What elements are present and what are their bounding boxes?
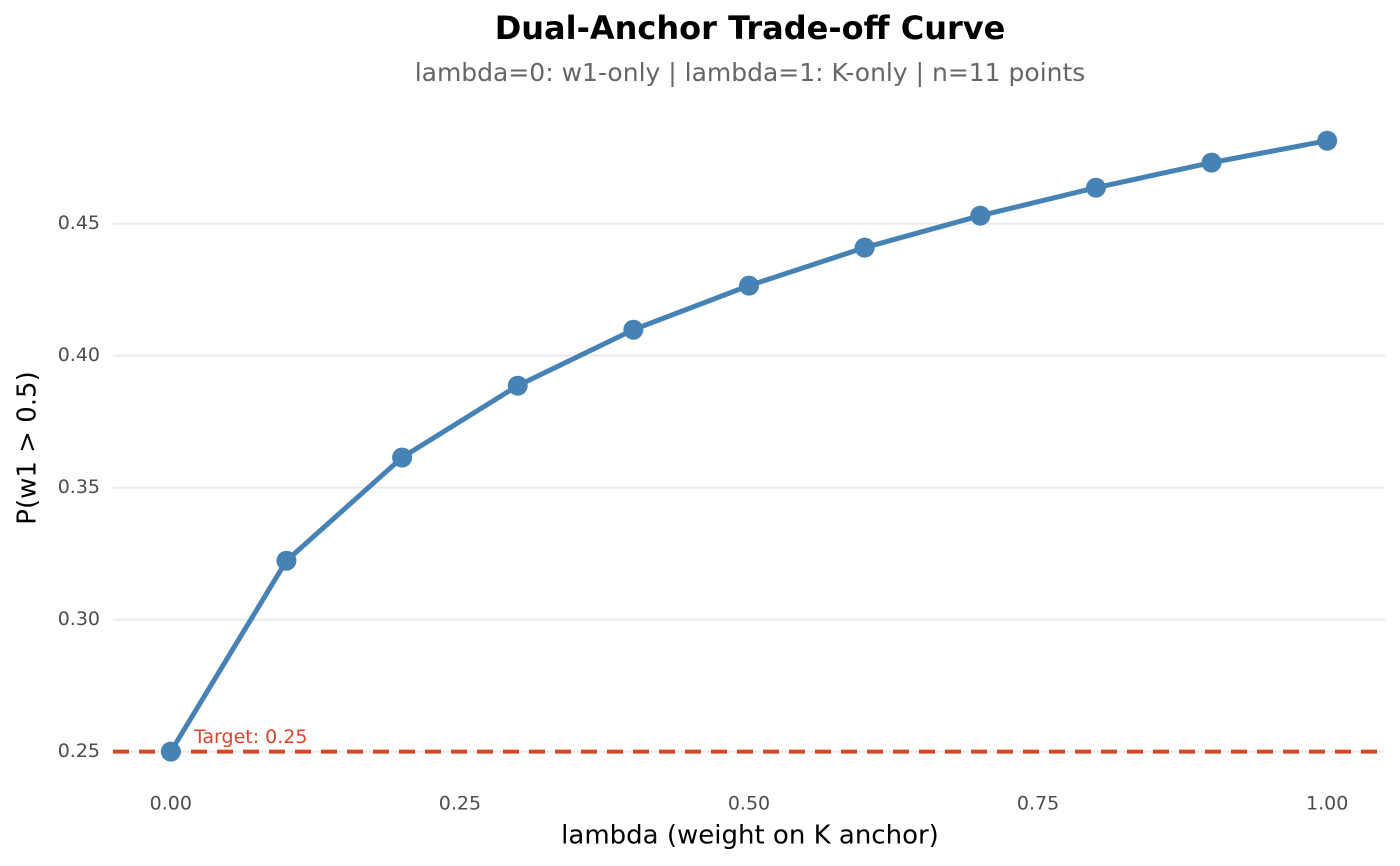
y-tick-label: 0.35 xyxy=(58,476,100,498)
y-tick-label: 0.25 xyxy=(58,740,100,762)
y-tick-label: 0.40 xyxy=(58,344,100,366)
chart-subtitle: lambda=0: w1-only | lambda=1: K-only | n… xyxy=(415,58,1086,87)
x-tick-label: 0.00 xyxy=(150,793,192,815)
data-point xyxy=(1201,152,1222,173)
y-tick-label: 0.30 xyxy=(58,608,100,630)
x-tick-label: 0.75 xyxy=(1017,793,1059,815)
series-line xyxy=(168,138,1328,753)
data-point xyxy=(507,375,528,396)
data-point xyxy=(1085,177,1106,198)
data-point xyxy=(623,319,644,340)
data-point xyxy=(970,205,991,226)
x-tick-label: 0.25 xyxy=(439,793,481,815)
data-point xyxy=(1317,130,1338,151)
data-point xyxy=(392,447,413,468)
y-axis-label: P(w1 > 0.5) xyxy=(13,371,43,524)
chart-title: Dual-Anchor Trade-off Curve xyxy=(495,9,1006,47)
data-point xyxy=(854,237,875,258)
data-point xyxy=(739,275,759,296)
data-point xyxy=(160,741,181,762)
reference-label: Target: 0.25 xyxy=(193,726,308,748)
data-point xyxy=(276,550,297,571)
y-tick-label: 0.45 xyxy=(58,212,100,234)
x-tick-label: 0.50 xyxy=(728,793,770,815)
x-axis-label: lambda (weight on K anchor) xyxy=(561,821,939,851)
x-tick-label: 1.00 xyxy=(1306,793,1348,815)
